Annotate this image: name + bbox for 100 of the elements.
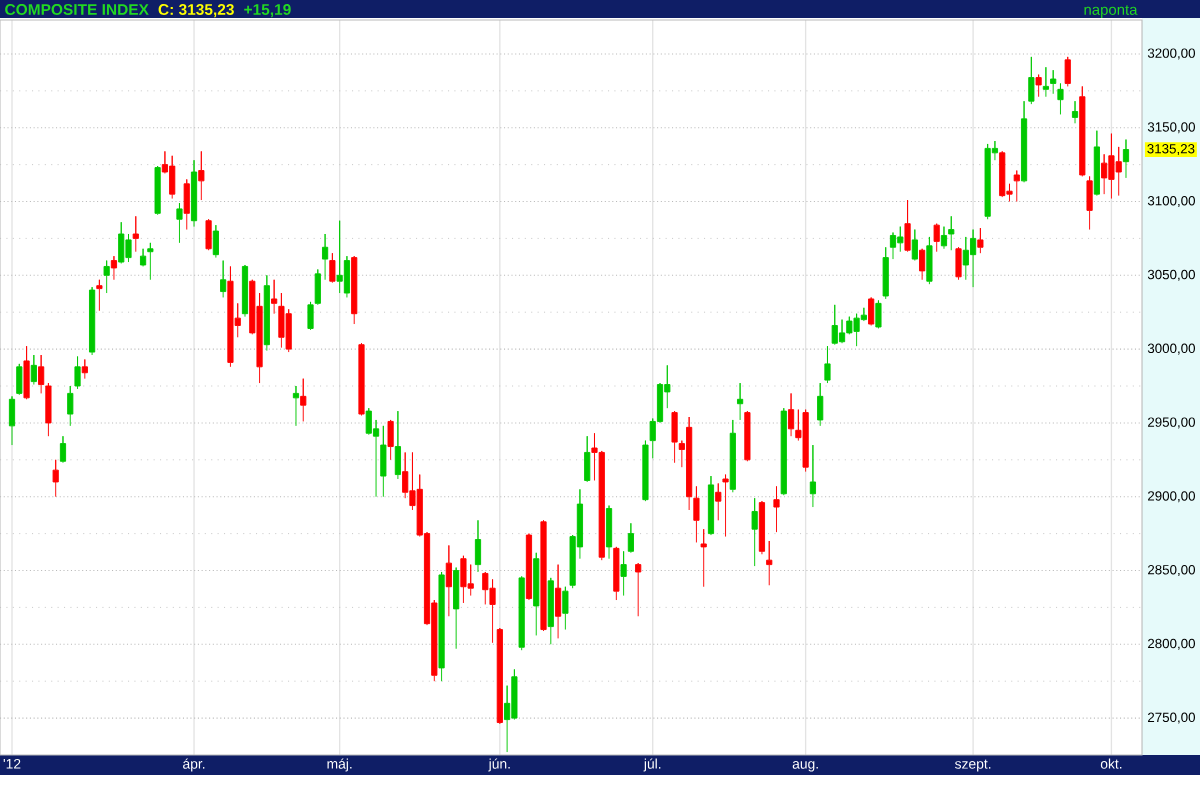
candlestick bbox=[627, 522, 634, 554]
candlestick bbox=[336, 220, 343, 294]
candlestick bbox=[1108, 133, 1115, 200]
candlestick bbox=[897, 226, 904, 253]
candlestick bbox=[802, 409, 809, 473]
candlestick bbox=[438, 571, 445, 682]
candlestick bbox=[831, 304, 838, 346]
candlestick bbox=[358, 342, 365, 417]
candlestick bbox=[169, 155, 176, 200]
candlestick bbox=[824, 345, 831, 384]
candlestick bbox=[809, 444, 816, 508]
candlestick bbox=[329, 252, 336, 284]
candlestick bbox=[351, 255, 358, 325]
candlestick bbox=[292, 385, 300, 427]
candlestick bbox=[787, 392, 795, 437]
candlestick bbox=[605, 505, 613, 560]
candlestick bbox=[205, 218, 212, 251]
candlestick bbox=[380, 425, 387, 498]
candlestick bbox=[620, 550, 627, 597]
candlestick bbox=[700, 528, 707, 588]
candlestick bbox=[263, 274, 270, 352]
candlestick bbox=[904, 199, 911, 253]
candlestick bbox=[926, 236, 933, 285]
candlestick bbox=[584, 435, 591, 483]
candlestick bbox=[853, 313, 860, 347]
candlestick bbox=[132, 215, 139, 253]
candlestick bbox=[220, 260, 227, 298]
candlestick bbox=[81, 358, 88, 380]
candlestick bbox=[722, 474, 729, 538]
candlestick bbox=[948, 215, 955, 251]
candlestick bbox=[540, 519, 547, 632]
candlestick bbox=[875, 299, 882, 329]
candlestick bbox=[176, 202, 183, 244]
candlestick bbox=[474, 519, 482, 573]
candlestick bbox=[16, 363, 23, 396]
candlestick bbox=[962, 236, 969, 281]
candlestick bbox=[1042, 66, 1049, 98]
candlestick bbox=[533, 552, 540, 636]
candlestick bbox=[766, 540, 773, 586]
candlestick bbox=[868, 296, 875, 326]
candlestick bbox=[911, 229, 918, 262]
candlestick bbox=[744, 410, 751, 462]
candlestick bbox=[241, 264, 249, 318]
candlestick bbox=[751, 497, 758, 567]
candlestick bbox=[817, 382, 824, 427]
candlestick bbox=[518, 575, 525, 651]
candlestick bbox=[227, 265, 234, 368]
candlestick bbox=[933, 223, 940, 253]
candlestick bbox=[154, 165, 161, 216]
candlestick bbox=[183, 178, 190, 231]
candlestick bbox=[496, 627, 503, 725]
candlestick bbox=[23, 345, 30, 400]
candlestick bbox=[190, 159, 198, 228]
candlestick bbox=[1079, 85, 1086, 177]
candlestick bbox=[59, 435, 67, 464]
candlestick bbox=[1122, 139, 1130, 179]
candlestick bbox=[1086, 175, 1093, 231]
candlestick bbox=[635, 562, 642, 617]
candlestick bbox=[707, 475, 715, 536]
candlestick bbox=[460, 555, 467, 604]
candlestick bbox=[300, 378, 307, 422]
candlestick bbox=[118, 221, 125, 264]
candlestick bbox=[103, 260, 110, 294]
candlestick bbox=[999, 150, 1006, 198]
candlestick bbox=[489, 578, 496, 644]
candlestick bbox=[671, 410, 678, 464]
candlestick bbox=[984, 143, 991, 220]
candlestick bbox=[919, 248, 926, 281]
candlestick bbox=[773, 485, 780, 533]
candlestick bbox=[212, 224, 219, 259]
candlestick bbox=[1013, 170, 1020, 202]
candlestick bbox=[147, 242, 154, 281]
candlestick bbox=[955, 246, 962, 281]
candlestick bbox=[970, 229, 977, 288]
candlestick bbox=[52, 459, 59, 498]
candlestick bbox=[387, 419, 394, 461]
candlestick bbox=[554, 564, 562, 639]
candlestick bbox=[737, 382, 744, 421]
candlestick bbox=[780, 407, 787, 496]
candlestick bbox=[89, 286, 96, 356]
candlestick bbox=[1093, 130, 1100, 197]
candlestick bbox=[562, 586, 569, 631]
candlestick bbox=[453, 567, 460, 650]
candlestick bbox=[1035, 74, 1042, 98]
candlestick bbox=[1071, 100, 1079, 124]
candlestick bbox=[394, 410, 401, 480]
candlestick bbox=[96, 279, 103, 312]
candlestick bbox=[758, 500, 766, 555]
candlestick bbox=[613, 546, 620, 601]
candlestick bbox=[547, 577, 554, 645]
candlestick bbox=[8, 395, 16, 446]
candlestick bbox=[729, 419, 736, 493]
candlestick bbox=[445, 544, 452, 617]
candlestick bbox=[525, 533, 533, 601]
candlestick bbox=[1064, 56, 1071, 87]
candlestick bbox=[198, 150, 205, 201]
candlestick bbox=[977, 227, 984, 254]
candlestick bbox=[467, 564, 474, 597]
candlestick bbox=[30, 354, 37, 386]
candlestick bbox=[110, 255, 118, 281]
